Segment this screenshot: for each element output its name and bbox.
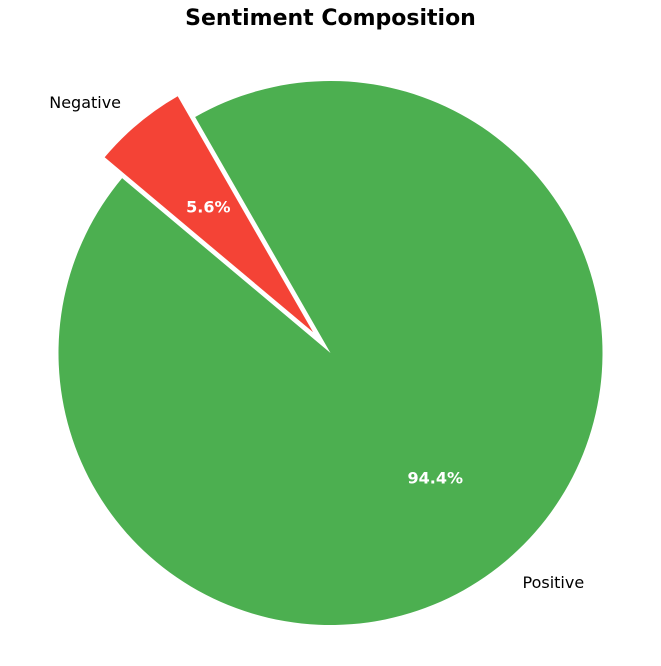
slice-label-negative: Negative bbox=[49, 93, 121, 112]
pie-slice-negative bbox=[104, 96, 314, 333]
pie-slice-positive bbox=[58, 80, 603, 625]
pct-label-positive: 94.4% bbox=[407, 469, 463, 488]
chart-title: Sentiment Composition bbox=[185, 6, 476, 31]
pct-label-negative: 5.6% bbox=[186, 197, 230, 216]
slice-label-positive: Positive bbox=[523, 573, 585, 592]
